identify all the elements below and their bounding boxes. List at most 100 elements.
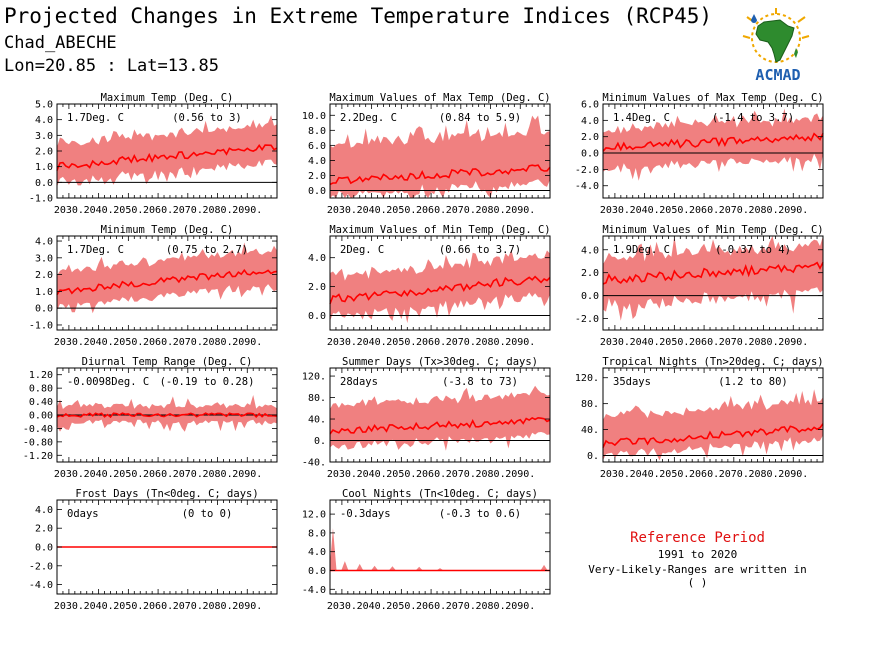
y-tick-label: 0.0 bbox=[581, 291, 599, 302]
x-tick-label: 2040. bbox=[84, 469, 114, 480]
chart-panel-6: 2030. 2040. 2050. 2060. 2070. 2080. 2090. -2.0 0… bbox=[575, 224, 824, 348]
plot-area bbox=[56, 115, 278, 187]
plot-frame bbox=[56, 235, 278, 331]
plot-area bbox=[602, 236, 824, 321]
median-line bbox=[56, 412, 278, 419]
plot-frame bbox=[329, 103, 551, 199]
x-tick-label: 2030. bbox=[600, 469, 630, 480]
y-tick-label: -1.0 bbox=[29, 320, 53, 331]
median-change-label: 2.2Deg. C bbox=[340, 112, 397, 124]
very-likely-range-label: (-0.19 to 0.28) bbox=[160, 376, 255, 388]
x-tick-label: 2070. bbox=[173, 601, 203, 612]
very-likely-range-label: (-0.3 to 0.6) bbox=[439, 508, 521, 520]
chart-title: Minimum Values of Max Temp (Deg. C) bbox=[602, 92, 823, 104]
y-tick-label: -40. bbox=[302, 458, 326, 469]
chart-panel-10: 2030. 2040. 2050. 2060. 2070. 2080. 2090. -4.0 -… bbox=[29, 488, 278, 612]
chart-title: Frost Days (Tn<0deg. C; days) bbox=[75, 488, 258, 500]
plot-frame bbox=[602, 103, 824, 199]
y-tick-label: 2.0 bbox=[308, 171, 326, 182]
chart-title: Maximum Values of Min Temp (Deg. C) bbox=[329, 224, 550, 236]
chart-panel-3: 2030. 2040. 2050. 2060. 2070. 2080. 2090. -4.0 -… bbox=[575, 92, 824, 216]
chart-panel-1: 2030. 2040. 2050. 2060. 2070. 2080. 2090. -1.0 0… bbox=[29, 92, 278, 216]
y-tick-label: 0.0 bbox=[35, 543, 53, 554]
x-tick-label: 2030. bbox=[327, 337, 357, 348]
acmad-logo: ACMAD bbox=[736, 8, 820, 84]
x-tick-label: 2090. bbox=[778, 205, 808, 216]
x-tick-label: 2060. bbox=[416, 469, 446, 480]
x-tick-label: 2080. bbox=[748, 337, 778, 348]
x-tick-label: 2040. bbox=[357, 205, 387, 216]
x-tick-label: 2080. bbox=[202, 469, 232, 480]
y-tick-label: 1.20 bbox=[29, 370, 53, 381]
x-tick-label: 2040. bbox=[84, 337, 114, 348]
range-spike bbox=[415, 566, 423, 571]
x-tick-label: 2060. bbox=[416, 337, 446, 348]
x-tick-label: 2080. bbox=[475, 205, 505, 216]
very-likely-range-band bbox=[603, 236, 823, 321]
range-spike bbox=[341, 561, 349, 571]
plot-area bbox=[602, 108, 824, 181]
station-name: Chad_ABECHE bbox=[4, 33, 117, 53]
median-change-label: -0.0098Deg. C bbox=[67, 376, 149, 388]
very-likely-range-label: (1.2 to 80) bbox=[718, 376, 788, 388]
median-line bbox=[329, 275, 551, 305]
y-tick-label: 1.0 bbox=[35, 287, 53, 298]
x-tick-label: 2040. bbox=[630, 205, 660, 216]
median-line bbox=[329, 164, 551, 186]
x-tick-label: 2060. bbox=[416, 205, 446, 216]
very-likely-range-label: (0.66 to 3.7) bbox=[439, 244, 521, 256]
median-change-label: 1.9Deg. C bbox=[613, 244, 670, 256]
median-change-label: 28days bbox=[340, 376, 378, 388]
y-tick-label: 80. bbox=[308, 393, 326, 404]
y-tick-label: 6.0 bbox=[581, 100, 599, 111]
y-tick-label: 4.0 bbox=[581, 245, 599, 256]
x-tick-label: 2030. bbox=[327, 205, 357, 216]
x-tick-label: 2050. bbox=[659, 337, 689, 348]
x-tick-label: 2060. bbox=[416, 601, 446, 612]
x-tick-label: 2040. bbox=[84, 205, 114, 216]
y-tick-label: 4.0 bbox=[308, 156, 326, 167]
y-tick-label: 0.0 bbox=[35, 304, 53, 315]
chart-panel-9: 2030. 2040. 2050. 2060. 2070. 2080. 2090. 0. 40.… bbox=[575, 356, 824, 480]
x-tick-label: 2030. bbox=[54, 337, 84, 348]
x-tick-label: 2080. bbox=[475, 601, 505, 612]
median-change-label: 1.7Deg. C bbox=[67, 244, 124, 256]
y-tick-label: 0.0 bbox=[35, 178, 53, 189]
chart-panel-8: 2030. 2040. 2050. 2060. 2070. 2080. 2090. -40. 0… bbox=[302, 356, 551, 480]
x-tick-label: 2080. bbox=[202, 337, 232, 348]
y-tick-label: 0.0 bbox=[308, 566, 326, 577]
y-tick-label: 1.0 bbox=[35, 162, 53, 173]
y-tick-label: 3.0 bbox=[35, 253, 53, 264]
x-tick-label: 2080. bbox=[202, 601, 232, 612]
very-likely-range-label: (-0.37 to 4) bbox=[715, 244, 791, 256]
y-tick-label: -2.0 bbox=[575, 314, 599, 325]
reference-period-box: Reference Period 1991 to 2020 Very-Likel… bbox=[585, 530, 810, 589]
very-likely-range-note: Very-Likely-Ranges are written in ( ) bbox=[588, 563, 807, 589]
y-tick-label: -0.40 bbox=[23, 424, 53, 435]
x-tick-label: 2040. bbox=[630, 469, 660, 480]
x-tick-label: 2090. bbox=[778, 469, 808, 480]
plot-area bbox=[329, 385, 551, 451]
plot-area bbox=[329, 528, 550, 572]
plot-frame bbox=[602, 367, 824, 463]
median-line bbox=[602, 132, 824, 152]
x-tick-label: 2040. bbox=[84, 601, 114, 612]
x-tick-label: 2090. bbox=[232, 469, 262, 480]
x-tick-label: 2090. bbox=[505, 469, 535, 480]
logo-text: ACMAD bbox=[755, 66, 800, 82]
y-tick-label: 4.0 bbox=[308, 253, 326, 264]
x-tick-label: 2060. bbox=[143, 205, 173, 216]
chart-title: Summer Days (Tx>30deg. C; days) bbox=[342, 356, 538, 368]
median-change-label: -0.3days bbox=[340, 508, 391, 520]
x-tick-label: 2070. bbox=[446, 337, 476, 348]
chart-title: Minimum Temp (Deg. C) bbox=[101, 224, 234, 236]
chart-title: Cool Nights (Tn<10deg. C; days) bbox=[342, 488, 538, 500]
y-tick-label: 0. bbox=[587, 451, 599, 462]
median-line bbox=[329, 416, 551, 435]
x-tick-label: 2060. bbox=[143, 601, 173, 612]
very-likely-range-band bbox=[603, 108, 823, 181]
x-tick-label: 2090. bbox=[232, 205, 262, 216]
chart-panel-11: 2030. 2040. 2050. 2060. 2070. 2080. 2090. -4.0 0… bbox=[302, 488, 551, 612]
x-tick-label: 2030. bbox=[54, 601, 84, 612]
